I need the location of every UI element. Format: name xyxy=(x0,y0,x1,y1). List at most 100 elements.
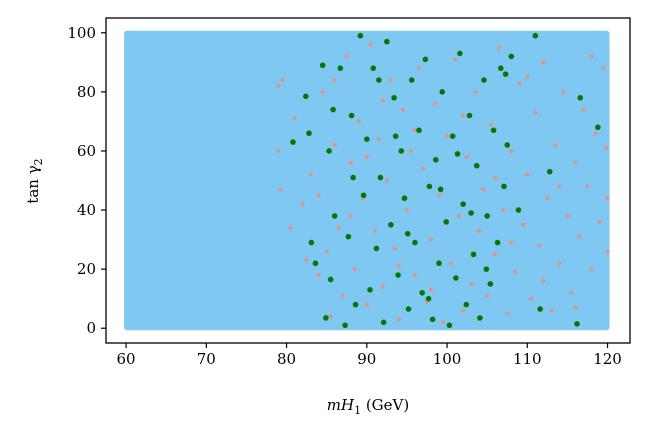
salmon-point xyxy=(461,308,465,313)
salmon-point xyxy=(332,78,337,82)
y-tick-label: 80 xyxy=(77,83,96,101)
x-axis-label: mH1 (GeV) xyxy=(327,396,409,417)
salmon-point xyxy=(344,54,349,59)
green-point xyxy=(342,322,348,329)
green-point xyxy=(436,260,442,267)
x-tick-label: 80 xyxy=(277,350,296,368)
salmon-point xyxy=(352,267,357,272)
green-point xyxy=(429,316,436,323)
green-point xyxy=(477,315,483,321)
green-point xyxy=(405,306,412,312)
green-point xyxy=(454,151,461,157)
green-point xyxy=(494,239,501,246)
green-point xyxy=(437,186,444,193)
salmon-point xyxy=(589,267,594,272)
salmon-point xyxy=(380,98,385,103)
salmon-point xyxy=(445,134,449,139)
green-point xyxy=(323,315,329,321)
salmon-point xyxy=(573,305,578,310)
salmon-point xyxy=(509,240,514,245)
salmon-point xyxy=(276,149,281,153)
salmon-point xyxy=(493,175,498,180)
salmon-point xyxy=(348,214,353,218)
green-point xyxy=(574,321,580,327)
green-point xyxy=(326,148,332,154)
green-point xyxy=(439,89,446,95)
salmon-point xyxy=(541,60,546,65)
green-point xyxy=(380,319,387,326)
green-point xyxy=(484,213,490,219)
salmon-point xyxy=(396,317,401,322)
salmon-point xyxy=(605,249,610,254)
green-point xyxy=(419,289,425,296)
salmon-point xyxy=(279,187,283,192)
salmon-point xyxy=(565,214,570,218)
green-point xyxy=(367,287,373,293)
salmon-point xyxy=(525,75,530,79)
y-axis: 0 20 40 60 80 100 xyxy=(67,24,106,337)
green-point xyxy=(331,213,338,219)
green-point xyxy=(498,65,504,72)
green-point xyxy=(595,124,601,131)
green-point xyxy=(391,94,397,101)
salmon-point xyxy=(364,154,369,159)
plot-area xyxy=(124,30,610,331)
salmon-point xyxy=(324,249,329,254)
green-point xyxy=(490,127,497,134)
green-point xyxy=(395,272,401,278)
salmon-point xyxy=(332,143,337,147)
green-point xyxy=(377,174,384,181)
salmon-point xyxy=(421,166,425,171)
salmon-point xyxy=(557,184,562,189)
y-axis-label: tan γ2 xyxy=(24,158,45,203)
salmon-point xyxy=(545,196,550,201)
salmon-point xyxy=(304,258,309,263)
salmon-point xyxy=(509,149,514,153)
y-tick-label: 60 xyxy=(77,142,96,160)
x-tick-label: 100 xyxy=(433,350,462,368)
green-point xyxy=(412,239,418,246)
salmon-point xyxy=(348,160,353,165)
salmon-point xyxy=(517,81,522,85)
salmon-point xyxy=(437,193,441,198)
green-point xyxy=(357,32,364,39)
salmon-point xyxy=(409,149,413,153)
y-tick-label: 20 xyxy=(77,260,96,278)
green-point xyxy=(426,183,433,190)
green-point xyxy=(327,276,334,283)
green-point xyxy=(501,183,507,190)
salmon-point xyxy=(501,208,506,212)
green-point xyxy=(290,139,296,145)
salmon-point xyxy=(372,228,377,233)
salmon-point xyxy=(593,131,598,136)
x-tick-label: 110 xyxy=(513,350,542,368)
green-point xyxy=(370,65,377,72)
salmon-point xyxy=(288,225,293,230)
salmon-point xyxy=(525,172,530,177)
salmon-point xyxy=(392,246,397,251)
green-point xyxy=(532,32,539,39)
green-point xyxy=(352,301,359,308)
salmon-point xyxy=(433,101,437,106)
green-point xyxy=(508,53,515,60)
salmon-point xyxy=(585,184,590,189)
green-point xyxy=(345,233,352,240)
salmon-point xyxy=(376,137,381,142)
x-axis: 60 70 80 90 100 110 120 xyxy=(117,343,622,368)
green-point xyxy=(416,127,422,134)
salmon-point xyxy=(457,214,461,218)
salmon-point xyxy=(280,78,285,82)
green-point xyxy=(468,210,474,216)
green-point xyxy=(504,142,511,148)
green-point xyxy=(364,136,370,142)
green-point xyxy=(398,148,405,154)
x-tick-label: 70 xyxy=(197,350,216,368)
salmon-point xyxy=(461,113,465,118)
salmon-point xyxy=(549,308,554,313)
salmon-point xyxy=(601,66,606,71)
salmon-point xyxy=(413,128,417,133)
salmon-point xyxy=(413,273,417,277)
salmon-point xyxy=(300,202,305,207)
